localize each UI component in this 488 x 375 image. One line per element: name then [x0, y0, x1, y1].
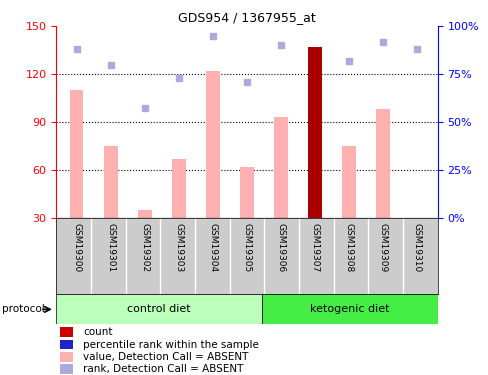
Bar [56, 294, 262, 324]
Text: GSM19302: GSM19302 [140, 223, 149, 272]
Title: GDS954 / 1367955_at: GDS954 / 1367955_at [178, 11, 315, 24]
Text: GSM19307: GSM19307 [310, 223, 319, 272]
Bar [240, 166, 253, 218]
Bar [274, 117, 287, 218]
Bar [138, 210, 151, 218]
Text: GSM19304: GSM19304 [208, 223, 217, 272]
Bar [60, 364, 73, 374]
Text: value, Detection Call = ABSENT: value, Detection Call = ABSENT [83, 352, 248, 362]
Text: rank, Detection Call = ABSENT: rank, Detection Call = ABSENT [83, 364, 243, 374]
Text: GSM19301: GSM19301 [106, 223, 115, 272]
Text: GSM19306: GSM19306 [276, 223, 285, 272]
Text: protocol: protocol [2, 304, 45, 314]
Bar [205, 71, 219, 217]
Text: GSM19308: GSM19308 [344, 223, 353, 272]
Bar [307, 47, 321, 217]
Text: control diet: control diet [127, 304, 191, 314]
Bar [70, 90, 83, 218]
Bar [60, 352, 73, 362]
Text: GSM19305: GSM19305 [242, 223, 251, 272]
Bar [262, 294, 437, 324]
Bar [172, 159, 185, 218]
Text: GSM19303: GSM19303 [174, 223, 183, 272]
Text: GSM19310: GSM19310 [412, 223, 421, 272]
Bar [376, 109, 389, 217]
Bar [104, 146, 117, 218]
Text: ketogenic diet: ketogenic diet [309, 304, 389, 314]
Text: GSM19309: GSM19309 [378, 223, 387, 272]
Bar [60, 327, 73, 337]
Text: percentile rank within the sample: percentile rank within the sample [83, 339, 258, 350]
Bar [342, 146, 355, 218]
Text: count: count [83, 327, 112, 338]
Bar [60, 340, 73, 350]
Text: GSM19300: GSM19300 [72, 223, 81, 272]
